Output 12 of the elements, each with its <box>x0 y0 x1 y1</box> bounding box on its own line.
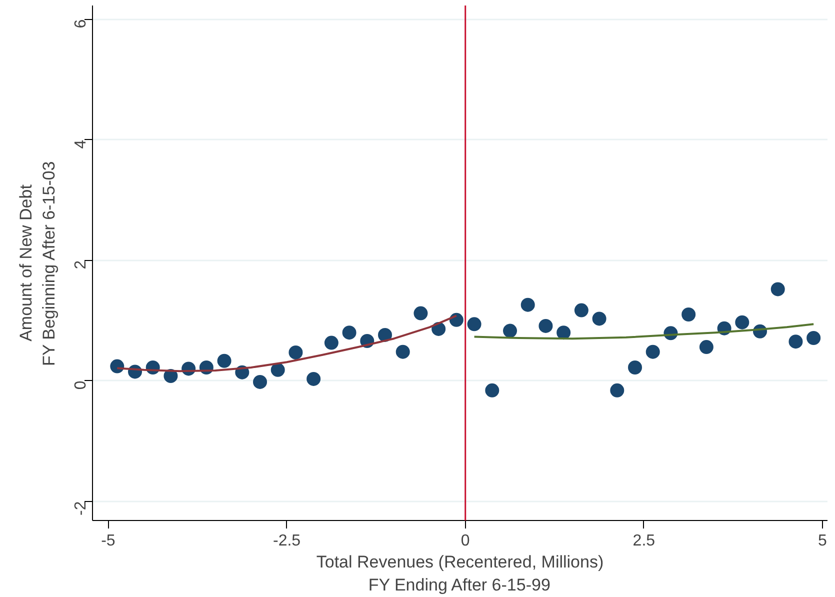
y-tick-label: 0 <box>72 380 90 390</box>
x-tick-label: 0 <box>460 532 470 550</box>
x-axis-title: Total Revenues (Recentered, Millions) FY Ending After 6-15-99 <box>316 552 604 594</box>
y-tick-label: 6 <box>72 19 90 28</box>
x-tick-label: 5 <box>818 532 828 550</box>
y-axis-title: Amount of New Debt FY Beginning After 6-15-03 <box>16 161 58 366</box>
y-tick-label: 2 <box>72 260 90 270</box>
y-tick-label: 4 <box>72 140 90 149</box>
y-tick-label: -2 <box>72 501 90 516</box>
x-tick-label: -5 <box>101 532 116 550</box>
x-tick-label: 2.5 <box>632 532 656 550</box>
x-tick-label: -2.5 <box>273 532 301 550</box>
